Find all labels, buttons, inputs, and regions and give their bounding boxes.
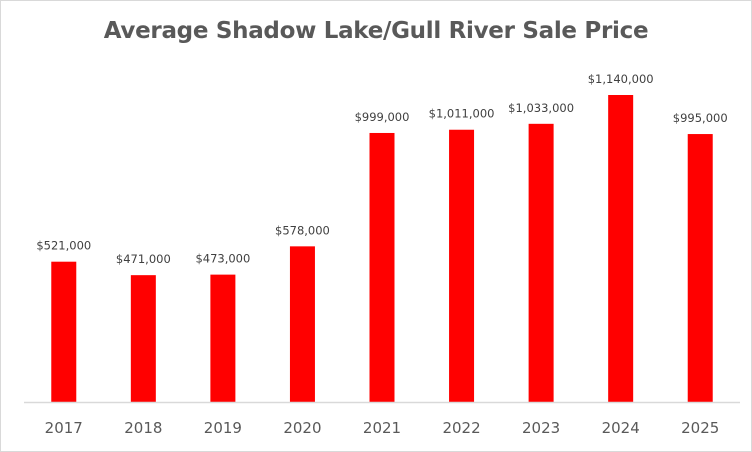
x-tick-label-2019: 2019 (204, 419, 242, 437)
x-tick-label-2021: 2021 (363, 419, 401, 437)
data-label-2024: $1,140,000 (588, 72, 654, 86)
x-tick-label-2020: 2020 (283, 419, 321, 437)
x-tick-label-2022: 2022 (442, 419, 480, 437)
data-label-2019: $473,000 (195, 252, 250, 266)
bar-2025 (687, 134, 713, 402)
data-label-2025: $995,000 (673, 111, 728, 125)
x-tick-label-2017: 2017 (45, 419, 83, 437)
x-tick-label-2024: 2024 (602, 419, 640, 437)
bar-2021 (369, 132, 395, 402)
bar-2018 (130, 275, 156, 402)
bar-2020 (289, 246, 315, 402)
bar-2024 (608, 95, 634, 402)
bar-2019 (210, 274, 236, 402)
data-label-2022: $1,011,000 (429, 107, 495, 121)
data-label-2018: $471,000 (116, 252, 171, 266)
bar-2022 (449, 129, 475, 402)
x-tick-label-2023: 2023 (522, 419, 560, 437)
bar-2017 (51, 261, 77, 402)
data-label-2021: $999,000 (355, 110, 410, 124)
x-tick-label-2018: 2018 (124, 419, 162, 437)
data-label-2023: $1,033,000 (508, 101, 574, 115)
x-tick-label-2025: 2025 (681, 419, 719, 437)
chart-title: Average Shadow Lake/Gull River Sale Pric… (103, 18, 649, 44)
data-label-2020: $578,000 (275, 223, 330, 237)
bar-2023 (528, 123, 554, 402)
data-label-2017: $521,000 (36, 239, 91, 253)
